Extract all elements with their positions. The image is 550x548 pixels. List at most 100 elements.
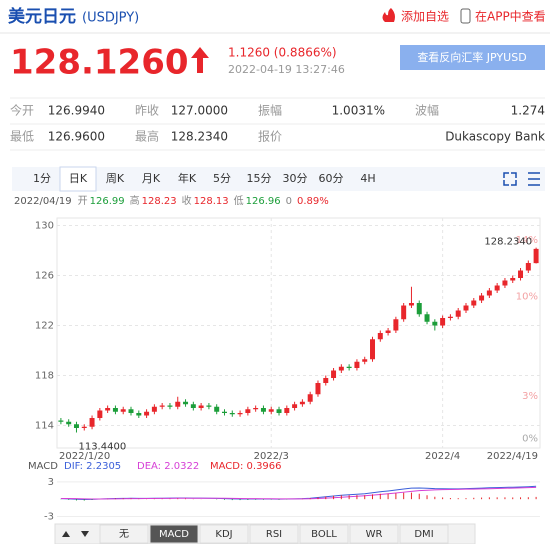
period-tab[interactable]: 15分	[247, 172, 272, 185]
indicator-label[interactable]: MACD	[159, 529, 189, 540]
indicator-tab[interactable]	[299, 524, 349, 544]
ohlc-text: 128.13	[194, 196, 229, 207]
indicator-tab[interactable]	[399, 524, 449, 544]
y2-tick-label: 3%	[522, 391, 538, 402]
stat-value: 1.0031%	[332, 104, 385, 118]
candle-body	[315, 383, 321, 395]
candle-body	[221, 411, 227, 413]
stat-label: 昨收	[135, 104, 159, 118]
y-tick-label: 130	[35, 221, 54, 232]
candle-body	[408, 303, 414, 306]
indicator-tab[interactable]	[349, 524, 399, 544]
down-button[interactable]	[81, 531, 89, 537]
indicator-tab[interactable]	[249, 524, 299, 544]
candle-body	[151, 406, 157, 412]
indicator-label[interactable]: DMI	[414, 529, 433, 540]
candle-body	[284, 408, 290, 413]
candle-body	[416, 303, 422, 315]
macd-title: MACD	[28, 461, 58, 472]
candle-body	[370, 339, 376, 360]
candle-body	[229, 413, 235, 415]
candle-body	[502, 280, 508, 286]
reverse-button[interactable]	[400, 45, 545, 70]
tab-bar	[12, 167, 545, 191]
stat-label: 最高	[135, 129, 159, 144]
active-tab	[59, 166, 97, 192]
candle-body	[58, 420, 64, 422]
candle-body	[89, 418, 95, 427]
candle-body	[377, 333, 383, 340]
ohlc-text: 开	[78, 196, 88, 207]
indicator-label[interactable]: 无	[119, 529, 129, 540]
up-button[interactable]	[62, 531, 70, 537]
candle-body	[120, 409, 126, 412]
candle-body	[331, 370, 337, 378]
ohlc-text: 2022/04/19	[14, 196, 72, 207]
y2-tick-label: 0%	[522, 434, 538, 445]
candle-body	[362, 359, 368, 362]
y-tick-label: 3	[48, 477, 54, 488]
candle-body	[354, 361, 360, 368]
stat-value: Dukascopy Bank	[445, 130, 545, 144]
period-tab[interactable]: 30分	[283, 172, 308, 185]
candle-body	[144, 411, 150, 416]
more-icon[interactable]	[528, 172, 540, 186]
period-tab[interactable]: 月K	[142, 172, 161, 185]
stat-label: 报价	[258, 129, 282, 144]
candle-body	[105, 408, 111, 411]
candle-body	[323, 378, 329, 383]
period-tab[interactable]: 1分	[33, 172, 51, 185]
x-tick-label: 2022/4/19	[487, 451, 538, 462]
period-tab[interactable]: 5分	[213, 172, 231, 185]
indicator-tab[interactable]	[199, 524, 249, 544]
fire-icon	[382, 8, 395, 22]
y-tick-label: -3	[44, 512, 54, 523]
candle-body	[183, 401, 189, 405]
candle-body	[440, 318, 446, 326]
ohlc-text: 高	[130, 194, 140, 207]
candle-body	[393, 319, 399, 331]
indicator-tab[interactable]	[99, 524, 149, 544]
candle-body	[525, 263, 531, 271]
fullscreen-icon[interactable]	[503, 172, 517, 186]
stat-value: 126.9940	[48, 104, 105, 118]
ohlc-text: 0	[286, 196, 292, 207]
indicator-label[interactable]: BOLL	[311, 529, 337, 540]
candle-body	[346, 366, 352, 368]
candle-body	[510, 278, 516, 281]
candle-body	[424, 314, 430, 322]
open-app[interactable]: 在APP中查看	[475, 9, 546, 24]
ohlc-text: 收	[182, 194, 192, 207]
candle-body	[338, 366, 344, 371]
candle-body	[401, 305, 407, 320]
indicator-label[interactable]: WR	[366, 529, 383, 540]
candle-body	[486, 290, 492, 296]
stat-value: 128.2340	[171, 130, 228, 144]
period-tab[interactable]: 日K	[69, 172, 88, 185]
indicator-label[interactable]: RSI	[266, 529, 282, 540]
macd-line	[60, 486, 537, 500]
stat-value: 1.274	[511, 104, 545, 118]
min-annotation: 113.4400	[78, 442, 126, 453]
candle-body	[128, 409, 134, 413]
stat-label: 今开	[10, 103, 34, 118]
candle-body	[159, 405, 165, 407]
add-watch[interactable]: 添加自选	[401, 10, 449, 24]
candle-body	[268, 409, 274, 412]
period-tab[interactable]: 年K	[178, 171, 197, 185]
stat-value: 127.0000	[171, 104, 228, 118]
period-tab[interactable]: 4H	[360, 172, 375, 185]
indicator-label[interactable]: KDJ	[215, 529, 232, 540]
y-tick-label: 118	[35, 371, 54, 382]
period-tab[interactable]: 周K	[106, 172, 125, 185]
x-tick-label: 2022/3	[254, 451, 289, 462]
reverse-label[interactable]: 查看反向汇率 JPYUSD	[417, 50, 526, 64]
title: 美元日元	[8, 6, 76, 27]
indicator-tab[interactable]	[149, 524, 199, 544]
period-tab[interactable]: 60分	[319, 172, 344, 185]
candle-body	[167, 405, 173, 407]
candle-body	[299, 401, 305, 405]
candle-body	[292, 404, 298, 408]
candle-body	[136, 413, 142, 416]
